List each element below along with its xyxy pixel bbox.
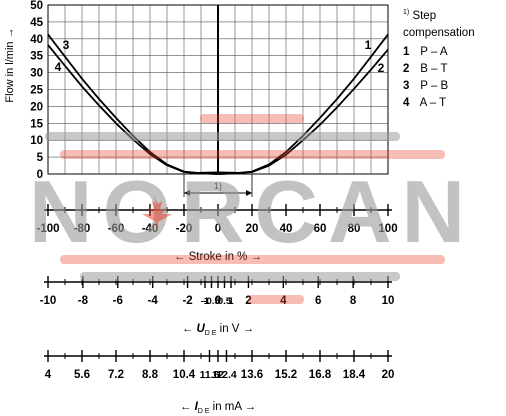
y-tick-label: 20 <box>30 101 43 113</box>
scale-tick-label: 4 <box>280 295 287 307</box>
series-label-2: 2 <box>378 61 385 75</box>
scale-tick-label: 20 <box>382 369 395 381</box>
scale-tick-label: 5.6 <box>74 369 90 381</box>
scale-tick-label: 7.2 <box>108 369 124 381</box>
y-tick-label: 0 <box>37 169 43 181</box>
y-tick-label: 45 <box>30 17 43 29</box>
scale-tick-label: 40 <box>280 223 293 235</box>
scale-tick-label: -2 <box>182 295 192 307</box>
scale-tick-label: 4 <box>45 369 52 381</box>
scale-tick-label: -10 <box>40 295 57 307</box>
series-label-1: 1 <box>365 38 372 52</box>
dimension-arrow-left <box>184 190 190 196</box>
scale-tick-label: 1 <box>228 296 234 307</box>
scale-tick-label: -20 <box>176 223 193 235</box>
watermark-stripe <box>80 272 400 281</box>
scale-tick-label: 20 <box>246 223 259 235</box>
scale-tick-label: 60 <box>314 223 327 235</box>
watermark-stripe <box>248 295 304 304</box>
watermark: NORCAN <box>29 114 475 304</box>
series-label-3: 3 <box>63 38 70 52</box>
scale-tick-label: -40 <box>142 223 159 235</box>
scale-tick-label: 11.6 <box>200 369 220 381</box>
watermark-stripe <box>45 132 400 141</box>
y-tick-label: 35 <box>30 51 43 63</box>
scale-tick-label: 15.2 <box>275 369 297 381</box>
y-axis-label: Flow in l/min → <box>4 27 16 102</box>
y-tick-label: 50 <box>30 0 43 12</box>
step-compensation-band <box>184 171 252 173</box>
watermark-stripe <box>60 255 445 264</box>
dimension-arrow-right <box>246 190 252 196</box>
scale-tick-label: 0.5 <box>218 296 232 307</box>
watermark-stripe <box>200 114 304 123</box>
watermark-text: NORCAN <box>29 162 475 261</box>
scale-tick-label: 8 <box>350 295 357 307</box>
scale-tick-label: 18.4 <box>343 369 366 381</box>
series-label-4: 4 <box>55 60 62 74</box>
scale-tick-label: -4 <box>148 295 159 307</box>
scale-tick-label: 100 <box>378 223 397 235</box>
y-tick-label: 40 <box>30 34 43 46</box>
y-tick-label: 10 <box>30 135 43 147</box>
scale-tick-label: -8 <box>78 295 89 307</box>
legend-note: 1) Step compensation <box>403 9 475 39</box>
scale-tick-label: 0 <box>215 295 221 307</box>
scale-tick-label: -1 <box>201 296 210 307</box>
scale-title: ← ID E in mA → <box>180 401 256 415</box>
scale-tick-label: -6 <box>113 295 123 307</box>
scale-tick-label: 10 <box>382 295 395 307</box>
y-tick-label: 15 <box>30 118 43 130</box>
y-tick-label: 30 <box>30 68 43 80</box>
scale-tick-label: 16.8 <box>309 369 332 381</box>
scale-tick-label: 8.8 <box>142 369 159 381</box>
scale-tick-label: 12.4 <box>216 369 237 381</box>
legend-item: 2 B – T <box>403 62 448 75</box>
legend-item: 1 P – A <box>403 45 448 58</box>
scale-tick-label: -80 <box>74 223 91 235</box>
y-tick-label: 5 <box>37 152 44 164</box>
scale-tick-label: 2 <box>245 295 251 307</box>
legend-item: 3 P – B <box>403 79 449 92</box>
watermark-stripe <box>60 150 445 159</box>
scale-tick-label: 80 <box>348 223 361 235</box>
scale-title: ← Stroke in % → <box>174 251 262 263</box>
scale-tick-label: -100 <box>36 223 59 235</box>
watermark-leaf-icon <box>142 196 172 228</box>
footnote-marker: 1) <box>214 181 222 191</box>
scale-tick-label: 10.4 <box>173 369 196 381</box>
scale-tick-label: -60 <box>108 223 125 235</box>
scale-tick-label: 13.6 <box>241 369 263 381</box>
y-tick-label: 25 <box>30 85 43 97</box>
scale-tick-label: 6 <box>315 295 321 307</box>
legend-item: 4 A – T <box>403 96 447 109</box>
legend: 1) Step compensation 1 P – A 2 B – T 3 P… <box>403 4 506 112</box>
scale-tick-label: 0 <box>215 223 221 235</box>
scale-tick-label: -0.5 <box>203 296 220 307</box>
scale-title: ← UD E in V → <box>182 323 254 337</box>
scale-tick-label: 12 <box>212 369 224 381</box>
